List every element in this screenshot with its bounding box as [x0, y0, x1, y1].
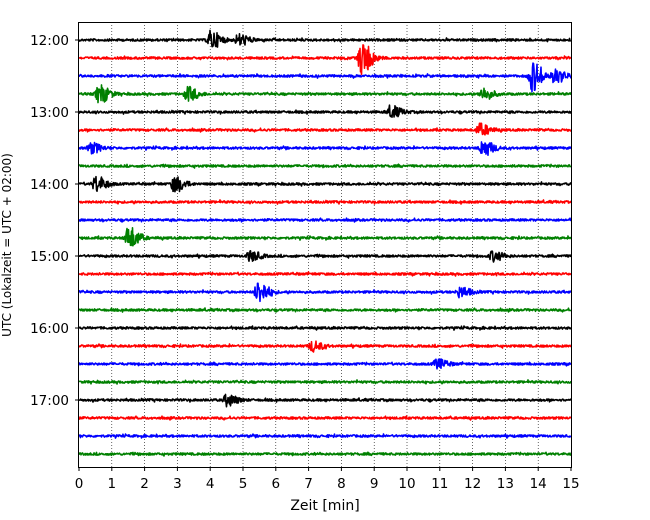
y-tick-label: 15:00: [30, 249, 69, 265]
trace-1445: [78, 226, 572, 247]
y-tick-label: 17:00: [30, 393, 69, 409]
x-axis: 0 1 2 3 4 5 6 7 8 9 10 11 12 13 14 15: [75, 467, 580, 492]
x-tick-label: 14: [530, 476, 547, 492]
x-tick-label: 7: [304, 476, 313, 492]
plot-frame: [78, 22, 572, 468]
trace-1330: [78, 141, 572, 157]
trace-1230: [78, 62, 572, 93]
x-tick-label: 5: [239, 476, 248, 492]
trace-1400: [78, 175, 572, 193]
trace-1545: [78, 307, 572, 313]
y-axis: 12:00 13:00 14:00 15:00 16:00 17:00: [30, 33, 79, 409]
trace-1215: [78, 44, 572, 76]
x-tick-label: 9: [370, 476, 379, 492]
trace-1315: [78, 122, 572, 136]
x-tick-label: 6: [272, 476, 281, 492]
grid-layer: [111, 22, 539, 467]
trace-1730: [78, 433, 572, 439]
trace-layer: [78, 29, 572, 457]
y-tick-label: 14:00: [30, 177, 69, 193]
trace-1600: [78, 325, 572, 331]
x-axis-title: Zeit [min]: [290, 498, 359, 514]
trace-1430: [78, 217, 572, 223]
trace-1245: [78, 84, 572, 104]
x-tick-label: 11: [431, 476, 448, 492]
trace-1530: [78, 282, 572, 303]
trace-1745: [78, 451, 572, 457]
y-tick-label: 13:00: [30, 105, 69, 121]
y-axis-title: UTC (Lokalzeit = UTC + 02:00): [0, 153, 14, 337]
x-tick-label: 3: [173, 476, 182, 492]
trace-1515: [78, 271, 572, 277]
x-tick-label: 1: [108, 476, 117, 492]
x-tick-label: 15: [562, 476, 579, 492]
trace-1630: [78, 358, 572, 370]
trace-1345: [78, 163, 572, 169]
trace-1615: [78, 340, 572, 353]
trace-1715: [78, 415, 572, 421]
x-tick-label: 0: [75, 476, 84, 492]
trace-1300: [78, 104, 572, 118]
x-tick-label: 2: [140, 476, 149, 492]
y-tick-label: 12:00: [30, 33, 69, 49]
x-tick-label: 12: [464, 476, 481, 492]
x-tick-label: 4: [206, 476, 215, 492]
trace-1500: [78, 250, 572, 263]
y-tick-label: 16:00: [30, 321, 69, 337]
x-tick-label: 8: [337, 476, 346, 492]
trace-1415: [78, 199, 572, 205]
trace-1700: [78, 393, 572, 408]
trace-1200: [78, 29, 572, 48]
x-tick-label: 10: [398, 476, 415, 492]
trace-1645: [78, 379, 572, 385]
x-tick-label: 13: [497, 476, 514, 492]
